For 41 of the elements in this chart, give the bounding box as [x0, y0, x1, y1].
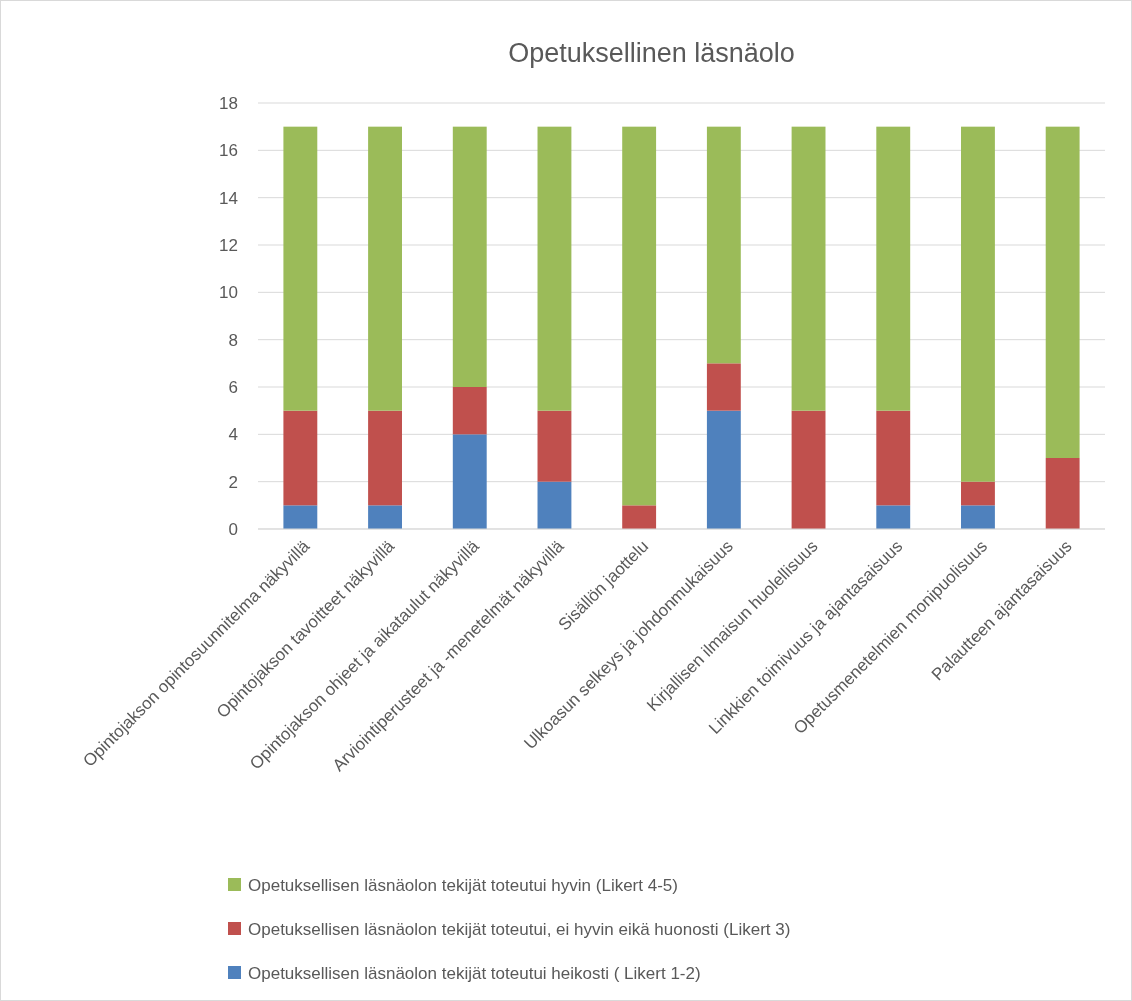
bar: [622, 505, 657, 529]
y-tick-label: 8: [228, 330, 238, 350]
bar: [283, 126, 318, 411]
bar: [1045, 458, 1080, 529]
bar: [452, 126, 487, 387]
bar: [706, 126, 741, 364]
chart-title: Opetuksellinen läsnäolo: [508, 38, 795, 68]
legend-label: Opetuksellisen läsnäolon tekijät toteutui heikosti ( Likert 1-2): [248, 963, 701, 983]
y-tick-label: 2: [228, 472, 238, 492]
bar: [368, 410, 402, 506]
bar: [1045, 126, 1080, 458]
y-tick-label: 12: [219, 235, 238, 255]
bar: [876, 410, 911, 506]
y-tick-label: 4: [228, 425, 238, 445]
bar: [622, 126, 657, 506]
bar: [876, 505, 911, 529]
y-tick-label: 14: [219, 188, 238, 208]
legend-label: Opetuksellisen läsnäolon tekijät toteutui, ei hyvin eikä huonosti (Likert 3): [248, 919, 791, 939]
y-tick-label: 0: [228, 519, 238, 539]
y-tick-label: 16: [219, 141, 238, 161]
bar: [876, 126, 911, 411]
bar: [537, 126, 572, 411]
bar: [961, 126, 995, 482]
legend-label: Opetuksellisen läsnäolon tekijät toteutui hyvin (Likert 4-5): [248, 875, 678, 895]
bar: [452, 434, 487, 529]
bar: [706, 363, 741, 411]
bar: [706, 410, 741, 529]
y-tick-label: 6: [228, 377, 238, 397]
bar: [961, 505, 995, 529]
bar: [537, 410, 572, 482]
bar: [283, 410, 318, 506]
bar: [368, 505, 402, 529]
y-tick-label: 10: [219, 283, 238, 303]
bar: [791, 410, 826, 529]
bar: [961, 481, 995, 506]
bar: [537, 481, 572, 529]
bar: [283, 505, 318, 529]
bar: [368, 126, 402, 411]
bar: [791, 126, 826, 411]
y-tick-label: 18: [219, 93, 238, 113]
bar: [452, 387, 487, 435]
